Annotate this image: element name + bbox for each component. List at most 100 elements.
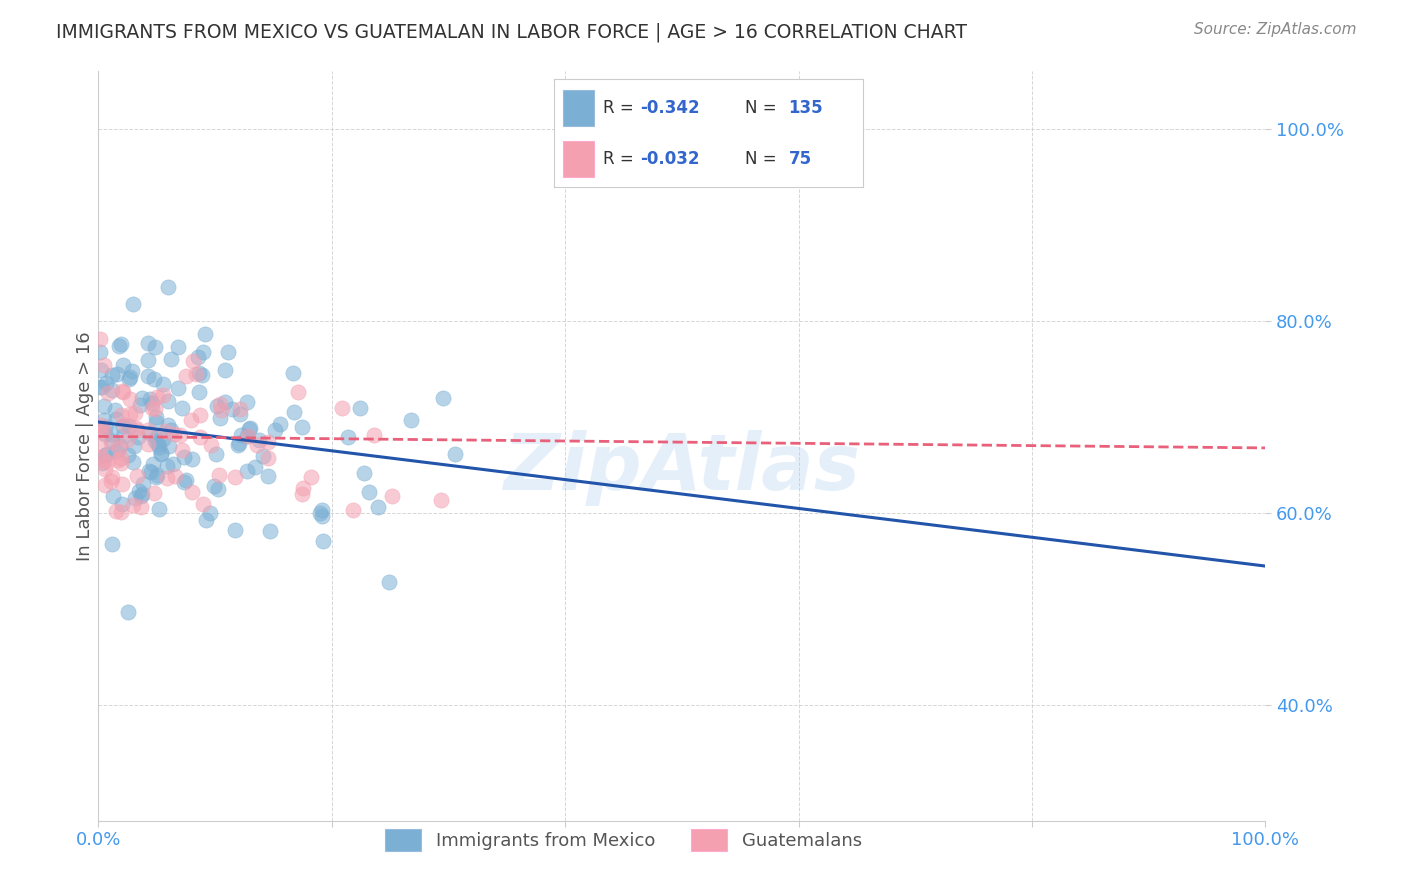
Point <box>259 524 281 539</box>
Point <box>291 420 314 434</box>
Point <box>96 447 118 461</box>
Point <box>128 398 150 412</box>
Point <box>103 489 125 503</box>
Point <box>122 454 145 468</box>
Point <box>180 484 202 499</box>
Point <box>124 420 146 434</box>
Point <box>105 367 128 381</box>
Point <box>256 434 278 449</box>
Point <box>110 384 132 398</box>
Point <box>330 401 353 415</box>
Point <box>94 448 117 462</box>
Point <box>188 409 211 423</box>
Point <box>104 504 127 518</box>
Point <box>311 508 333 523</box>
Point <box>224 470 246 484</box>
Point <box>124 491 146 506</box>
Point <box>174 473 197 487</box>
Point <box>228 435 250 450</box>
Point <box>90 450 112 465</box>
Point <box>181 353 204 368</box>
Text: IMMIGRANTS FROM MEXICO VS GUATEMALAN IN LABOR FORCE | AGE > 16 CORRELATION CHART: IMMIGRANTS FROM MEXICO VS GUATEMALAN IN … <box>56 22 967 42</box>
Point <box>111 385 134 400</box>
Point <box>141 396 163 410</box>
Point <box>287 384 309 399</box>
Point <box>128 483 150 498</box>
Point <box>381 489 404 503</box>
Point <box>114 417 136 432</box>
Point <box>129 500 152 515</box>
Point <box>308 506 330 520</box>
Point <box>281 366 304 380</box>
Point <box>247 433 270 447</box>
Text: Source: ZipAtlas.com: Source: ZipAtlas.com <box>1194 22 1357 37</box>
Point <box>110 408 132 422</box>
Point <box>292 481 315 495</box>
Point <box>187 366 209 380</box>
Point <box>117 605 139 619</box>
Point <box>236 429 259 443</box>
Point <box>136 369 159 384</box>
Point <box>94 478 117 492</box>
Point <box>120 370 142 384</box>
Legend: Immigrants from Mexico, Guatemalans: Immigrants from Mexico, Guatemalans <box>377 821 870 860</box>
Point <box>359 484 381 499</box>
Point <box>93 413 115 427</box>
Point <box>153 424 176 438</box>
Point <box>443 447 465 461</box>
Point <box>191 497 214 511</box>
Point <box>125 468 148 483</box>
Point <box>89 439 111 453</box>
Point <box>138 336 160 351</box>
Point <box>257 469 280 483</box>
Point <box>111 428 134 442</box>
Point <box>101 469 124 483</box>
Point <box>208 411 231 425</box>
Point <box>239 421 262 435</box>
Point <box>246 437 269 451</box>
Point <box>217 344 239 359</box>
Point <box>138 426 160 441</box>
Point <box>209 397 232 411</box>
Point <box>107 453 129 467</box>
Point <box>342 502 364 516</box>
Point <box>263 423 285 437</box>
Point <box>430 493 453 508</box>
Point <box>291 487 314 501</box>
Point <box>184 367 207 381</box>
Point <box>131 391 153 405</box>
Point <box>94 420 117 434</box>
Point <box>100 474 122 488</box>
Point <box>229 407 252 421</box>
Point <box>91 456 114 470</box>
Point <box>100 434 122 448</box>
Point <box>145 390 167 404</box>
Point <box>148 502 170 516</box>
Point <box>100 435 122 450</box>
Point <box>156 458 179 473</box>
Point <box>152 377 174 392</box>
Point <box>117 372 139 386</box>
Point <box>93 399 115 413</box>
Point <box>156 471 179 485</box>
Point <box>236 394 259 409</box>
Point <box>152 433 174 447</box>
Point <box>166 381 188 395</box>
Point <box>162 457 184 471</box>
Point <box>136 437 159 451</box>
Point <box>257 450 280 465</box>
Point <box>198 506 221 520</box>
Point <box>311 503 333 517</box>
Point <box>209 403 232 417</box>
Point <box>108 339 131 353</box>
Point <box>93 358 115 372</box>
Point <box>165 468 187 483</box>
Point <box>90 363 112 377</box>
Point <box>167 340 190 354</box>
Point <box>141 401 163 415</box>
Point <box>152 388 174 402</box>
Point <box>159 439 181 453</box>
Point <box>108 439 131 453</box>
Point <box>143 401 166 416</box>
Point <box>283 405 305 419</box>
